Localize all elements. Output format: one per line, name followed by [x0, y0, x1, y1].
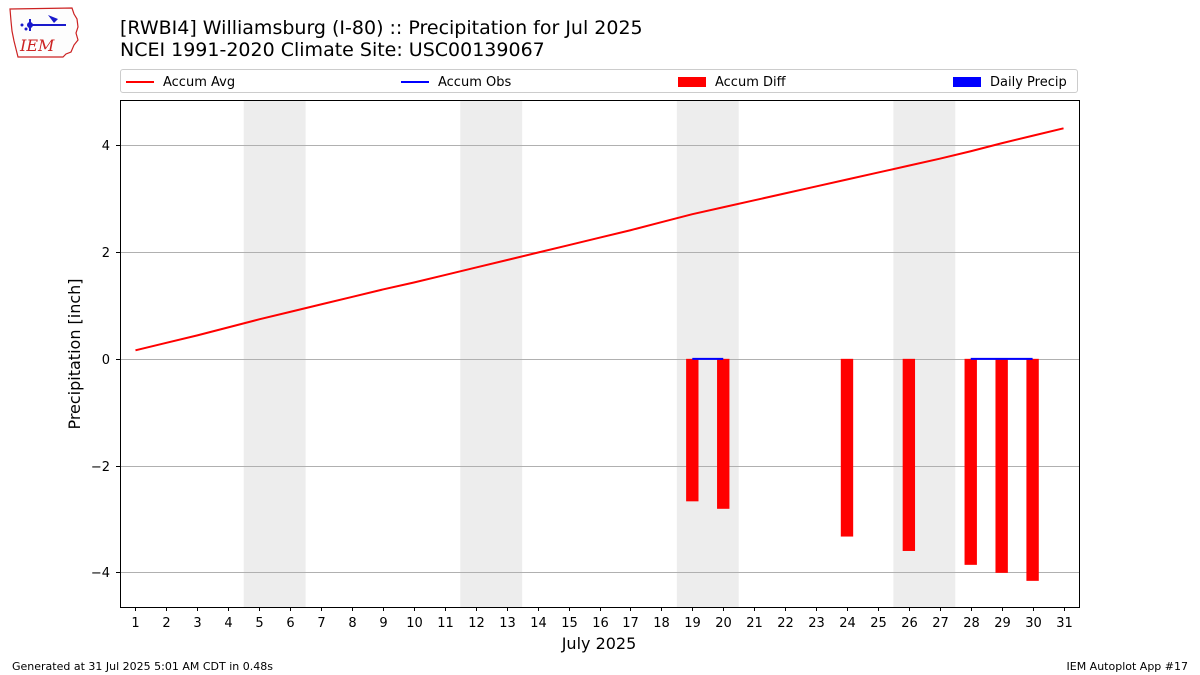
x-tick-label: 12 [468, 616, 485, 631]
x-tick-label: 17 [622, 616, 639, 631]
x-tick-label: 2 [162, 616, 170, 631]
x-tick-label: 27 [932, 616, 949, 631]
x-tick-label: 10 [406, 616, 423, 631]
x-tick-label: 5 [255, 616, 263, 631]
accum-diff-bar [902, 358, 916, 551]
x-tick-label: 11 [437, 616, 454, 631]
legend-item-accum-obs: Accum Obs [401, 73, 511, 91]
iowa-state-outline [9, 7, 79, 58]
accum-obs-swatch [401, 81, 429, 83]
rain-drop [20, 23, 24, 27]
x-axis-label: July 2025 [561, 634, 637, 653]
x-tick-label: 25 [870, 616, 887, 631]
x-tick-label: 13 [499, 616, 516, 631]
generated-timestamp: Generated at 31 Jul 2025 5:01 AM CDT in … [12, 660, 273, 673]
iem-logo-icon: IEM [9, 7, 79, 58]
legend-item-daily-precip: Daily Precip [953, 73, 1067, 91]
app-credit: IEM Autoplot App #17 [1066, 660, 1189, 673]
accum-diff-bar [840, 358, 854, 537]
wind-vane-tail [48, 15, 58, 23]
accum-diff-bar [1026, 358, 1039, 581]
x-tick-label: 26 [901, 616, 918, 631]
accum-diff-bar [717, 358, 730, 509]
x-tick-label: 23 [808, 616, 825, 631]
x-tick-label: 28 [963, 616, 980, 631]
x-tick-label: 3 [193, 616, 201, 631]
weekend-shade [243, 100, 306, 607]
chart-title: [RWBI4] Williamsburg (I-80) :: Precipita… [120, 17, 643, 39]
y-tick-label: 2 [102, 246, 110, 261]
legend-label: Accum Avg [163, 74, 236, 90]
y-tick-label: 0 [102, 353, 110, 368]
accum-diff-bar [964, 358, 977, 565]
x-tick-label: 22 [777, 616, 794, 631]
accum-avg-swatch [126, 81, 154, 83]
x-tick-label: 21 [746, 616, 763, 631]
accum-avg-line [135, 127, 1064, 352]
x-tick-label: 20 [715, 616, 732, 631]
legend-item-accum-diff: Accum Diff [678, 73, 786, 91]
x-tick-label: 7 [317, 616, 325, 631]
logo-text: IEM [19, 36, 55, 55]
weekend-shade [460, 100, 523, 607]
accum-diff-bar [686, 358, 699, 502]
daily-precip-swatch [953, 77, 981, 87]
y-tick-label: 4 [102, 139, 110, 154]
wind-vane-cup [27, 22, 33, 28]
x-tick-label: 18 [653, 616, 670, 631]
legend-label: Daily Precip [990, 74, 1067, 90]
legend-item-accum-avg: Accum Avg [126, 73, 235, 91]
x-tick-label: 14 [530, 616, 547, 631]
x-tick-label: 24 [839, 616, 856, 631]
accum-diff-swatch [678, 77, 706, 87]
y-tick-label: −4 [91, 566, 110, 581]
x-tick-label: 30 [1025, 616, 1042, 631]
y-tick-label: −2 [91, 460, 110, 475]
weekend-shade [676, 100, 739, 607]
legend-label: Accum Diff [715, 74, 786, 90]
x-tick-label: 19 [684, 616, 701, 631]
rain-drop [24, 27, 28, 31]
x-tick-label: 16 [592, 616, 609, 631]
x-tick-label: 31 [1056, 616, 1073, 631]
x-tick-label: 29 [994, 616, 1011, 631]
accum-diff-bar [995, 358, 1008, 573]
legend: Accum Avg Accum Obs Accum Diff Daily Pre… [120, 69, 1078, 93]
x-tick-label: 8 [348, 616, 356, 631]
x-tick-label: 4 [224, 616, 232, 631]
y-axis-label: Precipitation [inch] [65, 278, 84, 429]
legend-label: Accum Obs [438, 74, 512, 90]
x-tick-label: 1 [131, 616, 139, 631]
x-tick-label: 15 [561, 616, 578, 631]
x-tick-label: 9 [379, 616, 387, 631]
x-tick-label: 6 [286, 616, 294, 631]
chart-subtitle: NCEI 1991-2020 Climate Site: USC00139067 [120, 39, 545, 61]
